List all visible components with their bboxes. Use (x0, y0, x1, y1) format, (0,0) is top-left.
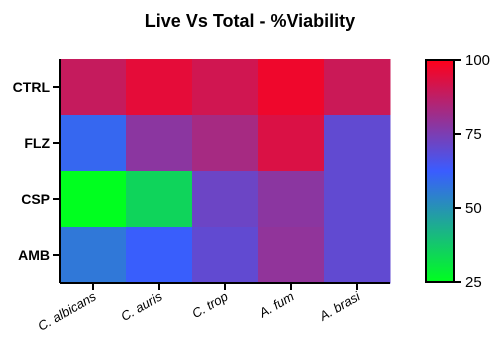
heatmap-cell (192, 115, 259, 172)
heatmap-cell (324, 59, 391, 116)
column-axis: C. albicans C. auris C. trop A. fum A. brasi (35, 282, 390, 334)
heatmap-cell (258, 59, 325, 116)
heatmap-cell (60, 115, 127, 172)
column-label: C. albicans (35, 288, 99, 333)
heatmap-cell (126, 227, 193, 284)
heatmap-cell (324, 115, 391, 172)
column-label: C. auris (118, 288, 165, 324)
heatmap-cell (126, 115, 193, 172)
heatmap-cell (192, 59, 259, 116)
heatmap-cell (60, 171, 127, 228)
heatmap-cell (324, 171, 391, 228)
heatmap-cell (324, 227, 391, 284)
row-label: CTRL (13, 79, 51, 95)
heatmap-cells (60, 59, 391, 284)
heatmap-cell (60, 227, 127, 284)
column-label: A. brasi (316, 288, 363, 324)
colorbar: 25 50 75 100 (425, 52, 490, 291)
heatmap-cell (192, 227, 259, 284)
row-label: FLZ (24, 135, 50, 151)
heatmap-cell (258, 227, 325, 284)
row-axis: CTRL FLZ CSP AMB (13, 59, 61, 283)
column-label: A. fum (256, 289, 297, 321)
heatmap-cell (126, 59, 193, 116)
colorbar-tick-label: 25 (465, 274, 482, 291)
heatmap-cell (258, 115, 325, 172)
row-label: CSP (21, 191, 50, 207)
heatmap-cell (258, 171, 325, 228)
heatmap-cell (126, 171, 193, 228)
heatmap-cell (60, 59, 127, 116)
row-label: AMB (18, 247, 50, 263)
colorbar-tick-label: 75 (465, 126, 482, 143)
colorbar-gradient (425, 59, 455, 283)
colorbar-tick-label: 50 (465, 200, 482, 217)
column-label: C. trop (189, 289, 230, 321)
heatmap-cell (192, 171, 259, 228)
colorbar-tick-label: 100 (465, 52, 490, 69)
chart-title: Live Vs Total - %Viability (145, 11, 355, 31)
